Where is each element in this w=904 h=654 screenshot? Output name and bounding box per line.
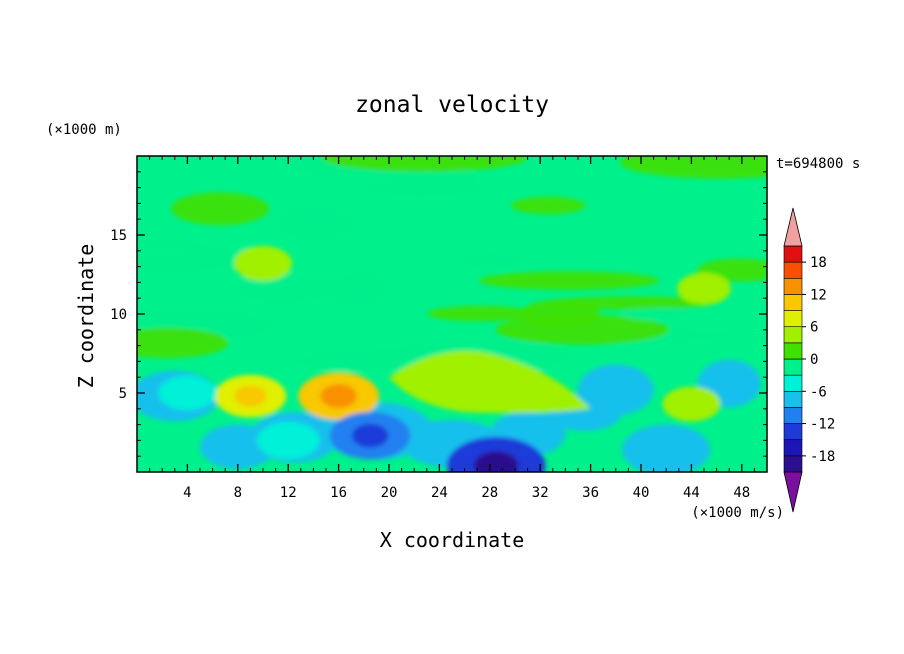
field-feature-core — [320, 384, 357, 409]
x-tick-label: 16 — [330, 485, 347, 501]
field-band — [619, 156, 767, 179]
colorbar-bin — [783, 277, 803, 295]
field-band — [322, 156, 527, 172]
x-tick-label: 36 — [582, 485, 599, 501]
colorbar-bin — [783, 294, 803, 311]
colorbar-bin — [783, 310, 803, 328]
colorbar-tick-label: -18 — [810, 449, 835, 465]
field-band — [137, 327, 229, 359]
field-band — [454, 251, 526, 270]
x-unit-label: (×1000 m/s) — [691, 505, 784, 521]
field-texture — [137, 156, 767, 472]
colorbar-bin — [783, 342, 803, 360]
x-tick-label: 12 — [280, 485, 297, 501]
colorbar-bin — [783, 439, 803, 457]
colorbar-bin — [783, 326, 803, 344]
field-band — [325, 270, 390, 308]
x-tick-label: 32 — [532, 485, 549, 501]
x-tick-label: 4 — [183, 485, 191, 501]
field-feature-core — [473, 451, 519, 472]
field-feature-core — [351, 423, 389, 448]
colorbar-min-extend — [783, 471, 803, 513]
field-band — [357, 179, 485, 199]
y-unit-label: (×1000 m) — [46, 122, 122, 138]
colorbar-bin — [783, 455, 803, 473]
field-band — [478, 271, 660, 290]
colorbar-bin — [783, 407, 803, 424]
colorbar-bin — [783, 245, 803, 263]
y-tick-label: 5 — [119, 386, 127, 402]
colorbar-tick-label: -12 — [810, 417, 835, 433]
colorbar-max-extend — [783, 207, 803, 247]
field-band — [495, 314, 670, 345]
y-axis-title: Z coordinate — [74, 244, 98, 389]
time-label: t=694800 s — [776, 156, 860, 172]
colorbar-tick-label: 0 — [810, 352, 818, 368]
colorbar-bin — [783, 374, 803, 392]
field-feature-core — [234, 385, 267, 407]
field-feature — [234, 246, 292, 281]
field-band — [171, 192, 270, 226]
field-band — [427, 305, 536, 322]
field-band — [620, 308, 701, 321]
colorbar-tick-label: 6 — [810, 320, 818, 336]
field-feature — [256, 421, 320, 460]
x-tick-label: 48 — [733, 485, 750, 501]
field-feature — [410, 367, 469, 403]
colorbar-bin — [783, 390, 803, 408]
colorbar-tick-label: -6 — [810, 384, 827, 400]
colorbar-tick-label: 12 — [810, 287, 827, 303]
field-band — [273, 203, 355, 243]
x-tick-label: 28 — [481, 485, 498, 501]
chart-title: zonal velocity — [355, 92, 549, 118]
colorbar-tick-label: 18 — [810, 255, 827, 271]
x-axis-title: X coordinate — [380, 528, 525, 552]
x-tick-label: 20 — [381, 485, 398, 501]
field-feature — [677, 272, 731, 305]
field-band — [511, 196, 586, 215]
y-tick-label: 15 — [110, 228, 127, 244]
x-tick-label: 8 — [234, 485, 242, 501]
field-band — [137, 247, 220, 273]
x-tick-label: 40 — [633, 485, 650, 501]
x-tick-label: 44 — [683, 485, 700, 501]
field-feature — [486, 375, 544, 411]
colorbar: 18 12 6 0 -6 -12 -18 — [783, 207, 835, 513]
x-tick-label: 24 — [431, 485, 448, 501]
y-tick-label: 10 — [110, 307, 127, 323]
field-feature — [662, 386, 721, 422]
field-negative-region — [622, 424, 711, 472]
colorbar-bin — [783, 358, 803, 376]
field-feature — [158, 375, 217, 411]
colorbar-bin — [783, 423, 803, 441]
plot-frame — [136, 155, 768, 473]
colorbar-bin — [783, 261, 803, 279]
velocity-field — [137, 156, 767, 472]
